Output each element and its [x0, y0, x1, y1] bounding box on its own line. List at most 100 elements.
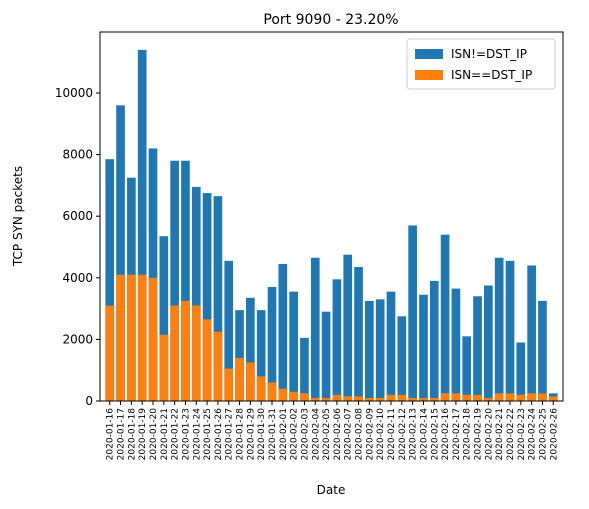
y-tick-label: 2000: [62, 332, 93, 346]
bar: [516, 394, 526, 401]
x-tick-label: 2020-02-15: [430, 408, 440, 460]
bar: [408, 397, 417, 401]
bar: [181, 160, 190, 401]
bar: [505, 260, 515, 401]
bar: [332, 279, 342, 401]
x-axis-label: Date: [317, 483, 346, 497]
x-tick-label: 2020-01-16: [106, 408, 116, 461]
bar: [170, 305, 179, 401]
x-tick-label: 2020-02-14: [419, 408, 429, 461]
x-tick-label: 2020-01-24: [192, 408, 202, 461]
bar: [310, 257, 320, 401]
bar: [289, 291, 298, 401]
bar: [419, 397, 428, 401]
bar: [289, 391, 298, 401]
x-tick-label: 2020-02-22: [506, 408, 516, 460]
x-tick-label: 2020-01-26: [214, 408, 224, 461]
x-tick-label: 2020-02-09: [365, 408, 375, 461]
bar: [429, 280, 439, 401]
bar: [310, 397, 320, 401]
x-tick-label: 2020-01-31: [268, 408, 278, 460]
bar: [148, 277, 158, 401]
bar: [332, 394, 342, 401]
x-tick-label: 2020-01-17: [117, 408, 127, 460]
bar: [105, 305, 115, 401]
bar: [538, 300, 547, 401]
bar: [116, 105, 125, 401]
bar: [137, 49, 147, 401]
bar: [256, 310, 266, 401]
x-tick-label: 2020-02-20: [484, 408, 494, 461]
x-tick-label: 2020-01-21: [160, 408, 170, 460]
bar: [256, 376, 266, 401]
bar: [181, 300, 190, 401]
bar: [408, 225, 417, 401]
bar: [386, 291, 396, 401]
x-tick-label: 2020-02-04: [311, 408, 321, 461]
bar: [159, 334, 169, 401]
bar: [473, 296, 482, 401]
bar: [440, 393, 450, 401]
bar: [527, 393, 536, 401]
legend-label: ISN==DST_IP: [451, 68, 532, 82]
bar: [375, 299, 385, 401]
bar: [127, 274, 136, 401]
bar: [538, 393, 547, 401]
bar: [375, 397, 385, 401]
y-tick-label: 10000: [55, 86, 93, 100]
bar: [191, 305, 201, 401]
x-tick-label: 2020-01-20: [149, 408, 159, 461]
bar: [148, 148, 158, 401]
bar: [484, 285, 493, 401]
x-tick-label: 2020-02-05: [322, 408, 332, 460]
bar: [300, 393, 309, 401]
plot-frame: [99, 31, 564, 402]
bar: [462, 336, 472, 401]
y-tick-label: 6000: [62, 209, 93, 223]
bar: [202, 319, 212, 401]
bar: [202, 193, 212, 401]
bar: [170, 160, 179, 401]
bar: [235, 357, 244, 401]
x-tick-label: 2020-01-28: [236, 408, 246, 461]
x-tick-label: 2020-01-25: [203, 408, 213, 460]
bar: [137, 274, 147, 401]
x-tick-label: 2020-01-18: [127, 408, 137, 461]
x-tick-label: 2020-02-21: [495, 408, 505, 460]
x-tick-label: 2020-02-08: [355, 408, 365, 461]
x-tick-label: 2020-02-16: [441, 408, 451, 461]
bar: [484, 397, 493, 401]
x-tick-label: 2020-02-24: [528, 408, 538, 461]
x-tick-label: 2020-02-19: [474, 408, 484, 461]
bar: [494, 393, 504, 401]
bar: [354, 267, 363, 401]
legend-swatch: [415, 70, 443, 80]
x-tick-label: 2020-02-06: [333, 408, 343, 461]
bar: [159, 236, 169, 401]
x-tick-label: 2020-02-11: [387, 408, 397, 460]
bar: [365, 397, 374, 401]
x-tick-label: 2020-01-23: [181, 408, 191, 460]
x-tick-label: 2020-02-25: [538, 408, 548, 460]
bar: [278, 263, 288, 401]
y-tick-label: 8000: [62, 148, 93, 162]
bar: [278, 388, 288, 401]
x-tick-label: 2020-02-13: [409, 408, 419, 460]
x-tick-label: 2020-02-10: [376, 408, 386, 461]
bar: [300, 337, 309, 401]
bar: [365, 300, 374, 401]
bar: [191, 186, 201, 401]
x-tick-label: 2020-01-19: [138, 408, 148, 461]
y-tick-label: 0: [85, 394, 93, 408]
bar: [224, 368, 234, 401]
x-tick-label: 2020-02-12: [398, 408, 408, 460]
x-tick-label: 2020-02-17: [452, 408, 462, 460]
bar: [246, 362, 255, 401]
x-tick-label: 2020-02-03: [300, 408, 310, 460]
bar: [473, 394, 482, 401]
bar: [321, 311, 331, 401]
x-tick-label: 2020-01-29: [246, 408, 256, 461]
legend-label: ISN!=DST_IP: [451, 47, 527, 61]
bar: [548, 396, 558, 401]
